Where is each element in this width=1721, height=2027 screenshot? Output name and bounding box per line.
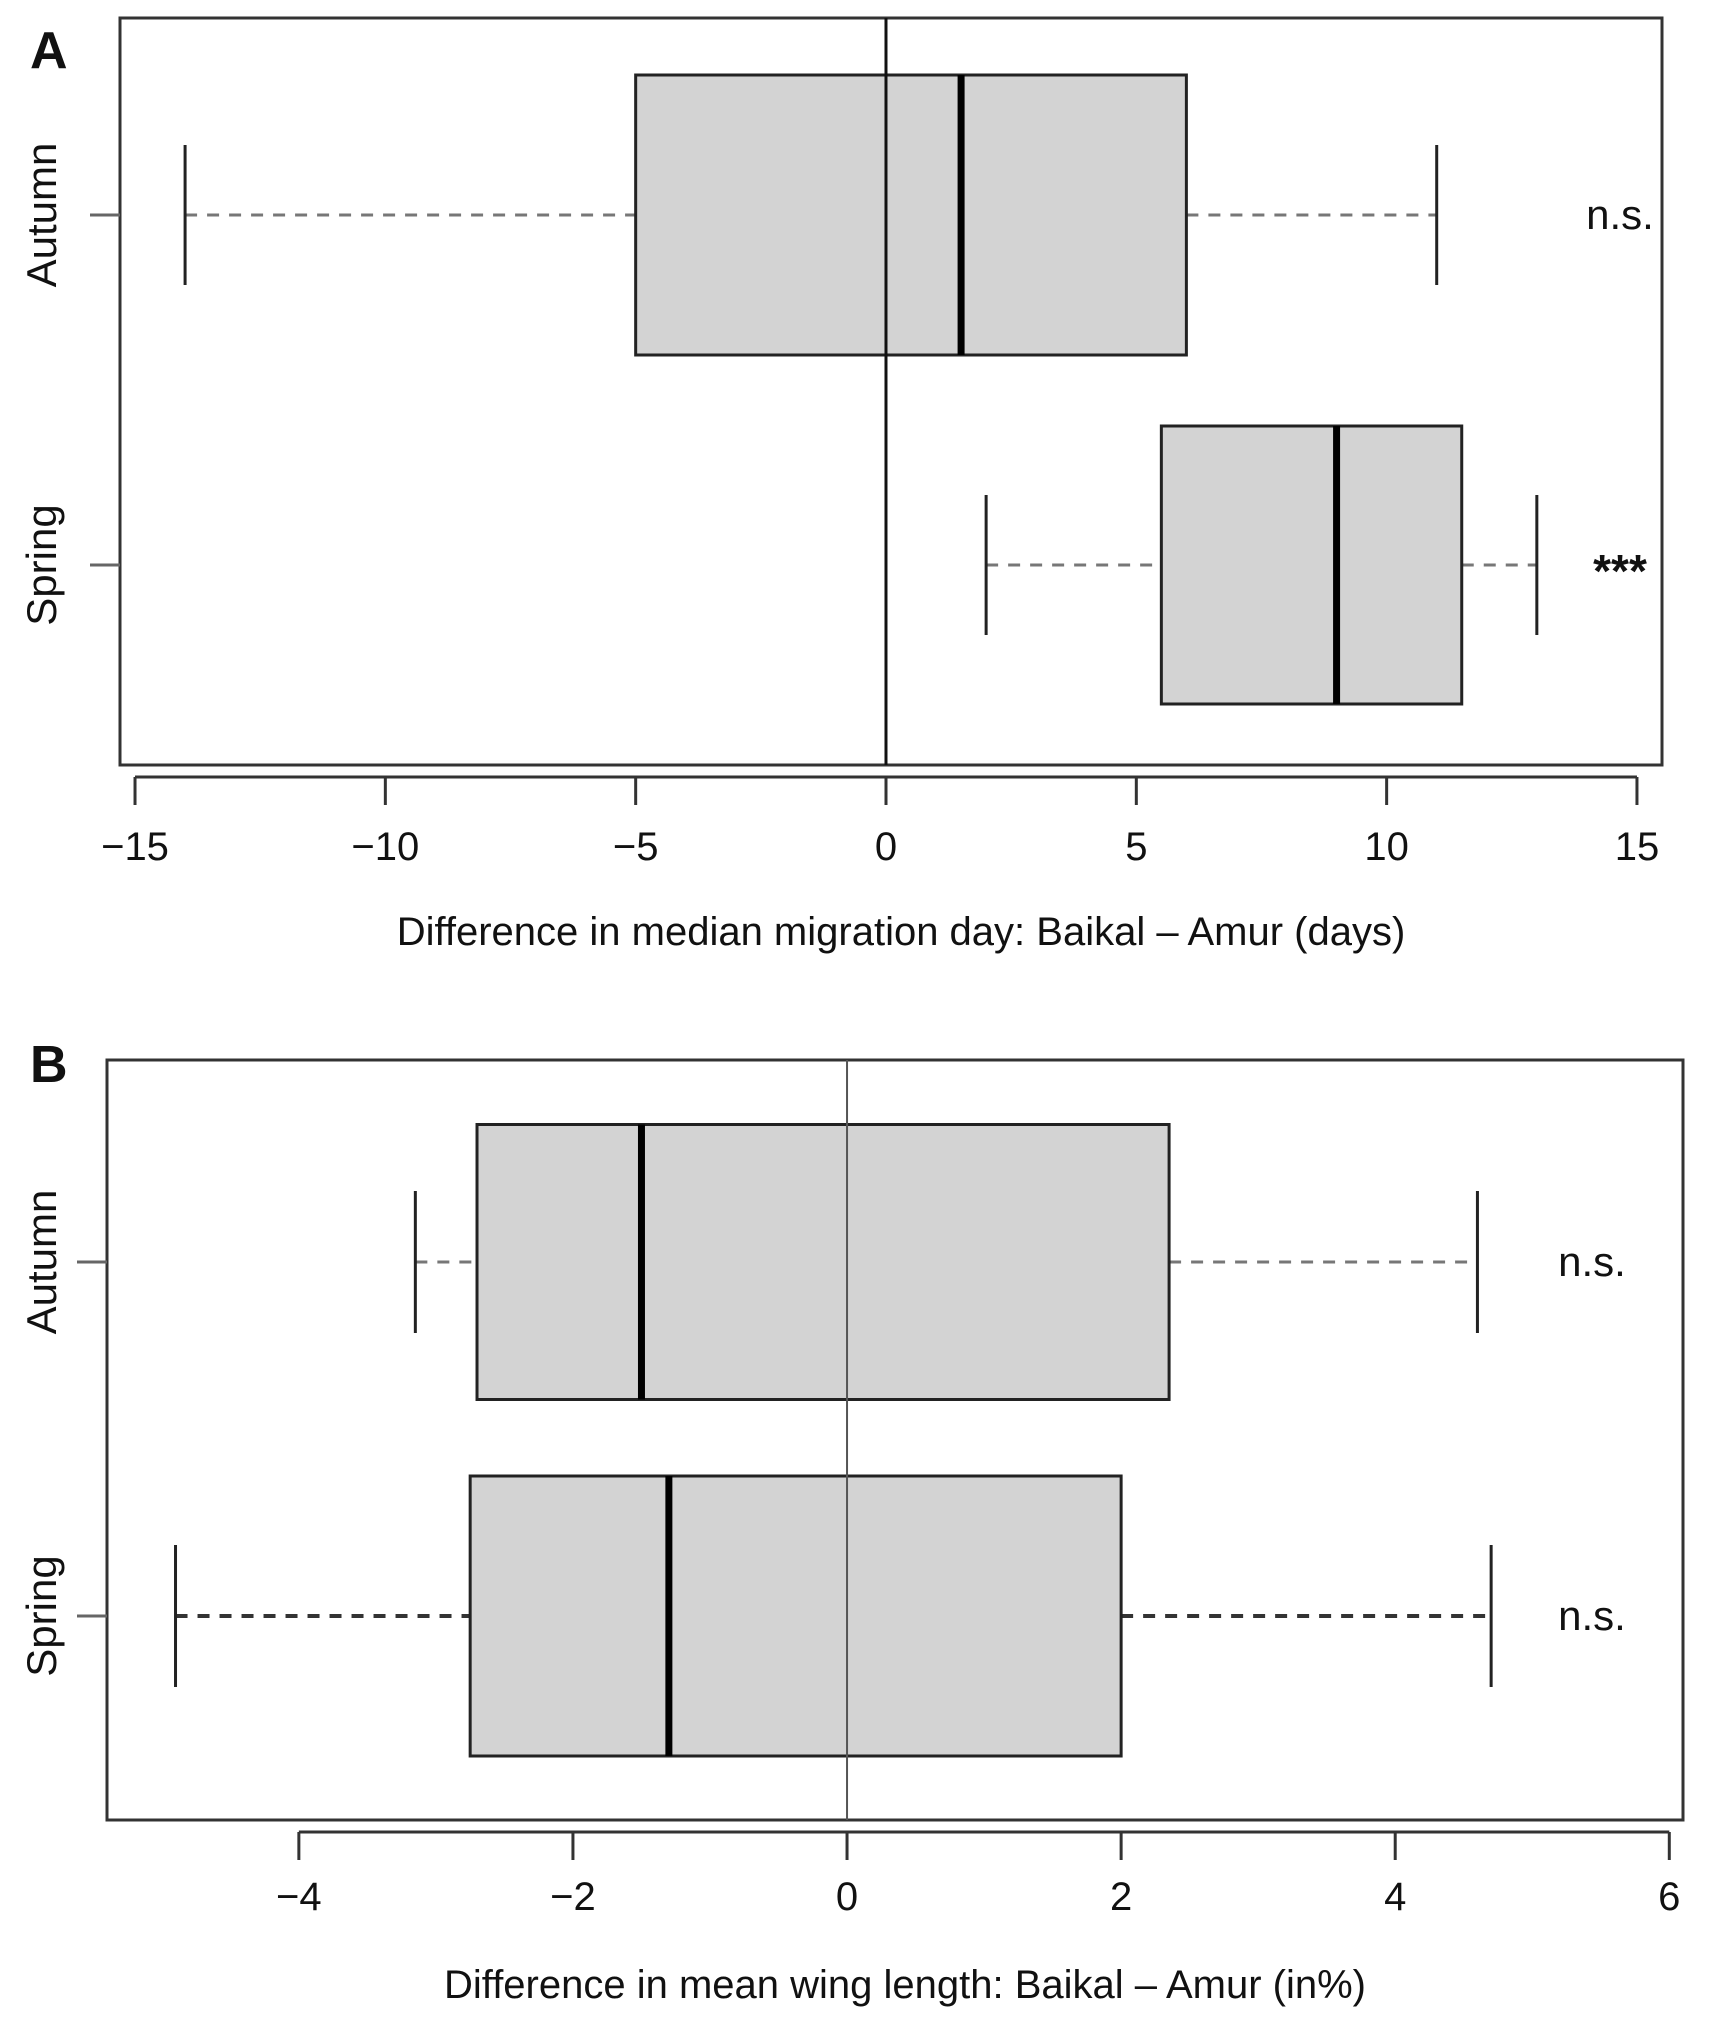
- significance-label: n.s.: [1558, 1238, 1626, 1285]
- x-tick-label: 10: [1364, 825, 1409, 869]
- panel-b: B Autumn n.s. Spring n.s. −4 −2 0 2 4 6 Difference …: [18, 1036, 1685, 2007]
- significance-label: n.s.: [1558, 1592, 1626, 1639]
- plot-frame: [105, 1058, 1685, 1822]
- category-label: Spring: [18, 504, 65, 625]
- x-tick-label: 6: [1658, 1875, 1680, 1919]
- x-tick-label: 5: [1125, 825, 1147, 869]
- category-label: Autumn: [18, 1190, 65, 1335]
- x-axis-title: Difference in mean wing length: Baikal –…: [444, 1963, 1366, 2007]
- x-tick-label: −4: [276, 1875, 322, 1919]
- category-label: Autumn: [18, 143, 65, 288]
- box-iqr: [1159, 424, 1464, 706]
- box-iqr: [468, 1474, 1123, 1758]
- panel-a: A Autumn n.s. Spring *** −15 −10 −5 0 5 10 15 Differ…: [18, 16, 1664, 954]
- x-axis-title: Difference in median migration day: Baik…: [397, 910, 1406, 954]
- x-tick-label: 0: [875, 825, 897, 869]
- x-tick-label: −2: [550, 1875, 596, 1919]
- box-autumn: Autumn n.s.: [18, 1123, 1626, 1401]
- panel-letter: B: [30, 1036, 68, 1094]
- x-tick-label: −5: [613, 825, 659, 869]
- box-iqr: [475, 1123, 1171, 1401]
- x-tick-label: −15: [101, 825, 169, 869]
- x-tick-label: 15: [1615, 825, 1660, 869]
- x-tick-label: 4: [1384, 1875, 1406, 1919]
- x-tick-label: 2: [1110, 1875, 1132, 1919]
- box-autumn: Autumn n.s.: [18, 73, 1654, 357]
- significance-label: ***: [1593, 545, 1647, 597]
- panel-letter: A: [30, 22, 68, 80]
- x-tick-label: 0: [836, 1875, 858, 1919]
- box-iqr: [634, 73, 1188, 357]
- category-label: Spring: [18, 1555, 65, 1676]
- box-spring: Spring ***: [18, 424, 1647, 706]
- significance-label: n.s.: [1586, 191, 1654, 238]
- box-spring: Spring n.s.: [18, 1474, 1626, 1758]
- plot-frame: [118, 16, 1664, 767]
- x-tick-label: −10: [351, 825, 419, 869]
